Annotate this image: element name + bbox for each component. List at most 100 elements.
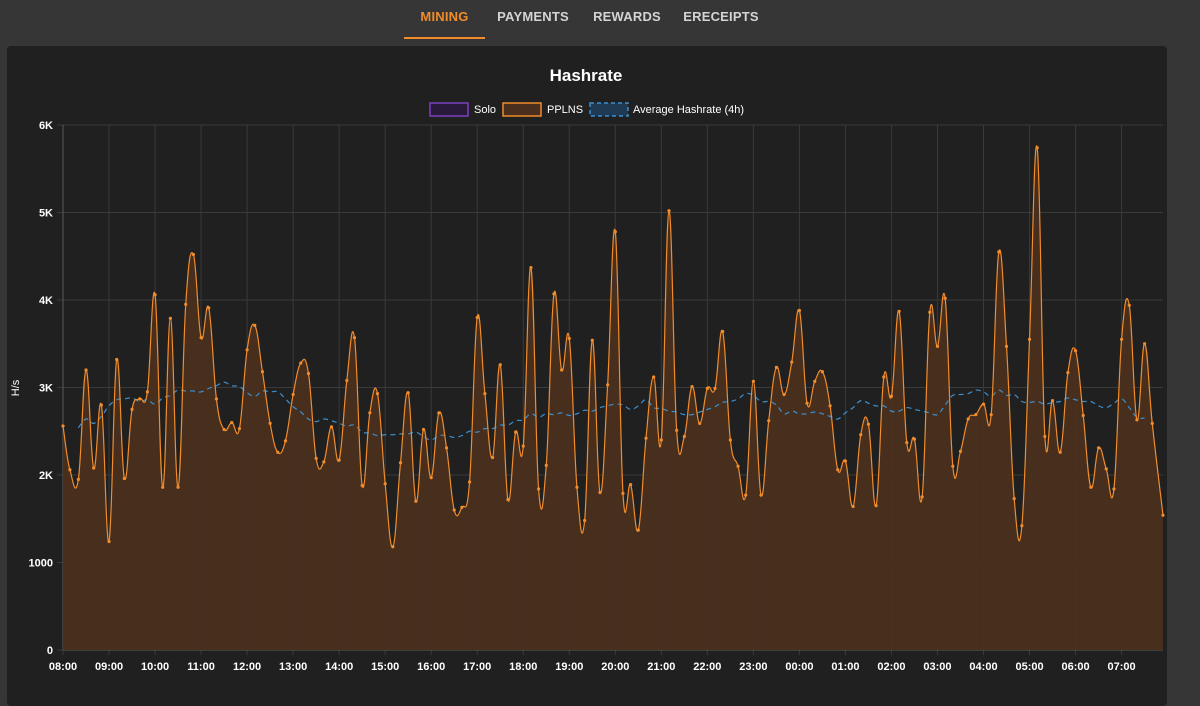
pplns-point <box>820 370 825 374</box>
y-axis-label: H/s <box>10 379 22 396</box>
pplns-point <box>1112 487 1116 491</box>
pplns-point <box>644 436 648 440</box>
pplns-point <box>974 413 978 417</box>
y-tick-label: 3K <box>39 383 53 395</box>
tab-mining[interactable]: MINING <box>420 9 469 24</box>
x-tick-label: 15:00 <box>371 661 399 673</box>
legend-label-average: Average Hashrate (4h) <box>633 104 744 116</box>
pplns-area-fill <box>63 145 1163 650</box>
pplns-point <box>237 427 242 431</box>
pplns-point <box>214 397 219 401</box>
legend-item-average-hashrate[interactable]: Average Hashrate (4h) <box>589 102 744 117</box>
pplns-point <box>989 413 993 417</box>
x-tick-label: 00:00 <box>785 661 813 673</box>
pplns-point <box>513 430 518 434</box>
pplns-point <box>1150 421 1154 425</box>
y-tick-label: 4K <box>39 295 53 307</box>
pplns-point <box>575 485 579 489</box>
pplns-point <box>360 483 364 488</box>
x-tick-label: 01:00 <box>831 661 859 673</box>
pplns-point <box>115 357 119 362</box>
pplns-point <box>1127 303 1131 307</box>
pplns-point <box>966 417 970 421</box>
pplns-point <box>1004 344 1009 348</box>
pplns-point <box>767 419 771 423</box>
pplns-point <box>675 428 679 432</box>
pplns-point <box>130 407 134 411</box>
pplns-point <box>1089 485 1093 489</box>
pplns-point <box>460 505 464 509</box>
pplns-point <box>721 329 725 334</box>
pplns-point <box>828 404 832 408</box>
pplns-point <box>283 439 288 443</box>
x-tick-label: 14:00 <box>325 661 353 673</box>
tab-rewards[interactable]: REWARDS <box>593 9 661 24</box>
x-tick-label: 23:00 <box>739 661 767 673</box>
x-tick-label: 08:00 <box>49 661 77 673</box>
pplns-point <box>728 438 732 442</box>
pplns-point <box>184 302 188 306</box>
pplns-point <box>621 491 625 495</box>
pplns-point <box>421 427 426 432</box>
x-tick-label: 18:00 <box>509 661 537 673</box>
x-tick-label: 11:00 <box>187 661 215 673</box>
x-tick-label: 17:00 <box>463 661 491 673</box>
legend-item-pplns[interactable]: PPLNS <box>502 102 583 117</box>
pplns-point <box>230 420 234 425</box>
pplns-point <box>774 365 778 369</box>
pplns-point <box>698 421 702 425</box>
legend-item-solo[interactable]: Solo <box>429 102 496 117</box>
x-tick-label: 12:00 <box>233 661 261 673</box>
pplns-point <box>843 459 848 463</box>
pplns-point <box>306 371 311 376</box>
pplns-point <box>1096 446 1101 450</box>
pplns-point <box>398 461 403 465</box>
pplns-point <box>751 379 755 383</box>
pplns-point <box>322 460 326 464</box>
pplns-point <box>1027 337 1032 341</box>
pplns-point <box>107 539 111 544</box>
pplns-point <box>882 375 886 379</box>
pplns-point <box>943 296 947 300</box>
pplns-point <box>759 493 763 497</box>
pplns-point <box>506 497 510 502</box>
pplns-point <box>920 495 924 499</box>
pplns-point <box>935 344 940 348</box>
pplns-point <box>345 378 349 383</box>
pplns-point <box>652 375 656 379</box>
pplns-point <box>383 482 387 486</box>
pplns-point <box>475 315 479 320</box>
pplns-point <box>1073 349 1078 353</box>
x-tick-label: 22:00 <box>693 661 721 673</box>
pplns-point <box>429 476 433 480</box>
pplns-point <box>222 427 226 432</box>
plot-area <box>61 145 1165 650</box>
y-tick-label: 5K <box>39 208 53 220</box>
legend-label-pplns: PPLNS <box>547 104 583 116</box>
average-hashrate-line <box>77 381 1145 441</box>
tab-ereceipts[interactable]: ERECEIPTS <box>683 9 759 24</box>
pplns-point <box>406 391 410 395</box>
pplns-point <box>1012 497 1016 501</box>
y-tick-label: 2K <box>39 470 53 482</box>
pplns-point <box>452 508 456 512</box>
pplns-point <box>1066 371 1070 375</box>
pplns-point <box>145 390 149 394</box>
pplns-point <box>951 464 955 468</box>
pplns-point <box>444 446 449 450</box>
pplns-point <box>414 499 418 503</box>
tab-payments[interactable]: PAYMENTS <box>497 9 569 24</box>
pplns-point <box>337 458 341 462</box>
pplns-point <box>790 360 794 364</box>
pplns-point <box>851 504 855 509</box>
pplns-point <box>1020 524 1024 528</box>
pplns-point <box>552 292 556 296</box>
y-tick-label: 1000 <box>29 558 53 570</box>
pplns-point <box>1135 418 1139 422</box>
pplns-point <box>797 308 802 313</box>
legend-swatch-average <box>589 102 629 117</box>
legend-swatch-pplns <box>502 102 542 117</box>
pplns-point <box>1142 342 1147 346</box>
x-tick-label: 10:00 <box>141 661 169 673</box>
